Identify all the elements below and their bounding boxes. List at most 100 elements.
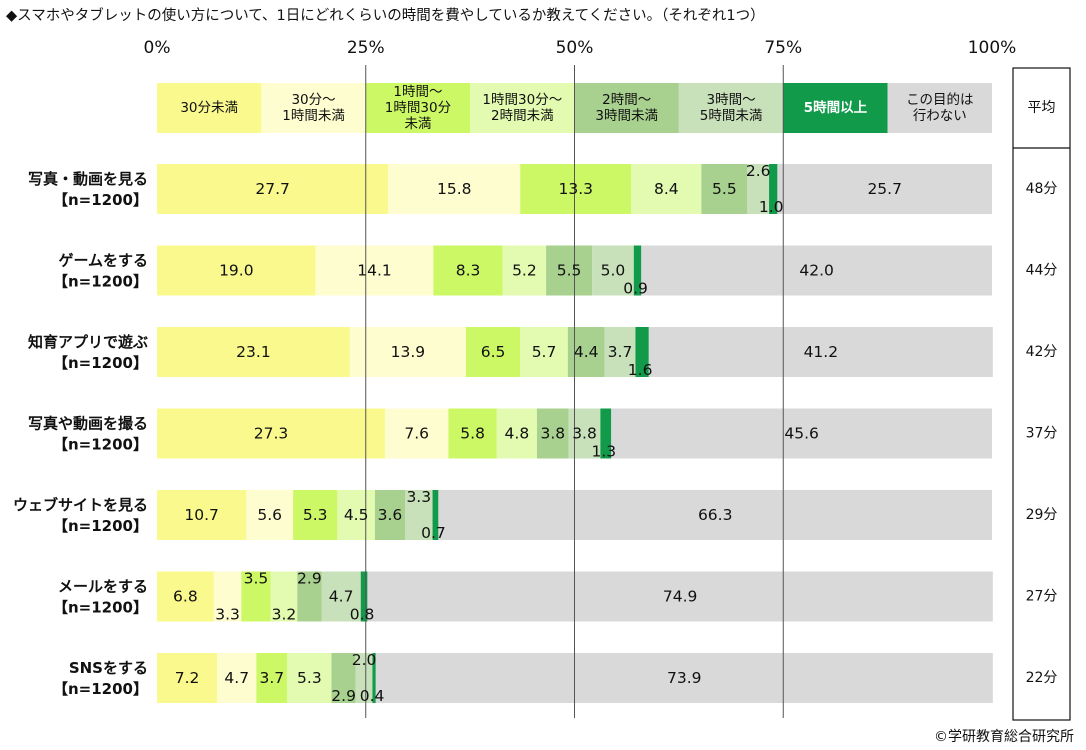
bar-segment [157,490,247,540]
bar-segment [297,571,322,622]
data-label: 3.7 [259,669,284,687]
legend-label: 30分～ [291,92,335,108]
data-label: 5.3 [303,506,328,524]
bar-segment [648,327,993,377]
data-label: 2.9 [297,570,322,588]
average-table-border [1012,67,1071,721]
data-label: 5.5 [557,262,582,280]
data-label: 66.3 [698,506,733,524]
legend-label: 1時間～ [393,84,442,100]
data-label: 15.8 [437,180,472,198]
data-label: 6.8 [173,588,198,606]
data-label: 4.4 [574,343,599,361]
data-label: 27.7 [255,180,290,198]
bar-segment [293,490,338,540]
legend-label: 1時間30分～ [482,92,562,108]
category-n-label: 【n=1200】 [53,273,148,291]
legend-label: 5時間未満 [700,108,763,124]
chart-title: ◆スマホやタブレットの使い方について、1日にどれくらいの時間を費やしているか教え… [6,8,765,24]
bar-segment [157,571,214,622]
data-label: 3.8 [540,425,565,443]
bar-segment [769,164,778,214]
bar-segment [592,245,634,296]
category-label: ゲームをする [58,252,148,270]
legend-swatch [365,83,471,133]
data-label: 13.3 [558,180,593,198]
data-label: 23.1 [236,343,271,361]
data-label: 3.7 [608,343,633,361]
average-value: 48分 [1026,181,1058,197]
bar-segment [641,245,992,296]
bar-segment [315,245,434,296]
data-label: 4.7 [224,669,249,687]
bar-segment [600,408,612,459]
bar-segment [375,653,993,703]
data-label: 45.6 [784,425,819,443]
bar-segment [157,327,350,377]
data-label: 5.5 [712,180,737,198]
bar-segment [360,571,368,622]
bar-segment [438,490,992,540]
average-value: 37分 [1026,426,1058,442]
legend-swatch [574,83,679,133]
bar-segment [611,408,992,459]
data-label: 0.8 [350,606,375,624]
average-value: 42分 [1026,344,1058,360]
data-label: 5.8 [460,425,485,443]
category-n-label: 【n=1200】 [53,517,148,535]
data-label: 3.6 [378,506,403,524]
legend-swatch [678,83,784,133]
bar-segment [384,408,449,459]
bar-segment [701,164,748,214]
data-label: 74.9 [663,588,698,606]
legend-swatch [470,83,575,133]
legend-swatch [887,83,992,133]
bar-segment [546,245,593,296]
legend-swatch [783,83,888,133]
bar-segment [777,164,992,214]
legend-label: 3時間～ [707,92,756,108]
data-label: 1.6 [628,361,653,379]
bar-segment [432,490,439,540]
average-value: 29分 [1026,507,1058,523]
data-label: 13.9 [391,343,426,361]
average-value: 22分 [1026,670,1058,686]
data-label: 0.9 [623,280,648,298]
x-tick-label: 75% [764,38,802,58]
legend-label: 2時間未満 [491,108,554,124]
bar-segment [631,164,702,214]
bar-segment [157,245,316,296]
bar-segment [388,164,521,214]
bar-segment [433,245,503,296]
bar-segment [568,408,601,459]
data-label: 7.2 [175,669,200,687]
bar-segment [496,408,537,459]
legend-label: 5時間以上 [804,99,868,116]
data-label: 8.3 [456,262,481,280]
bar-segment [604,327,636,377]
bar-segment [355,653,373,703]
x-tick-label: 100% [968,38,1017,58]
data-label: 1.0 [759,198,784,216]
data-label: 4.5 [344,506,369,524]
bar-segment [520,164,632,214]
data-label: 5.0 [601,262,626,280]
category-label: 写真・動画を見る [28,170,148,188]
bar-segment [567,327,605,377]
x-tick-label: 25% [347,38,385,58]
data-label: 19.0 [219,262,254,280]
bar-segment [502,245,547,296]
legend-label: 1時間未満 [282,108,345,124]
category-label: メールをする [58,578,148,596]
data-label: 27.3 [254,425,289,443]
legend-swatch [261,83,366,133]
legend-swatch [157,83,262,133]
data-label: 73.9 [667,669,702,687]
data-label: 3.5 [244,570,269,588]
bar-segment [448,408,497,459]
x-tick-label: 50% [556,38,594,58]
data-label: 3.3 [215,606,240,624]
data-label: 1.3 [591,443,616,461]
data-label: 5.2 [512,262,537,280]
